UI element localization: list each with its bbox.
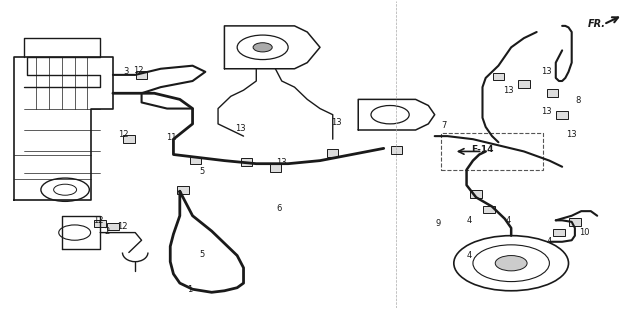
- Text: 13: 13: [331, 118, 341, 127]
- Bar: [391, 146, 402, 154]
- Bar: [483, 206, 495, 214]
- Bar: [190, 157, 202, 164]
- Bar: [177, 186, 189, 193]
- Bar: [547, 89, 558, 97]
- Bar: [107, 222, 118, 230]
- Bar: [269, 164, 281, 172]
- Text: 13: 13: [541, 67, 552, 76]
- Text: E-14: E-14: [471, 146, 493, 154]
- Bar: [327, 149, 339, 157]
- Text: 13: 13: [541, 107, 552, 116]
- Text: 1: 1: [187, 285, 192, 294]
- Text: 12: 12: [118, 130, 129, 139]
- Bar: [95, 220, 106, 227]
- Text: 13: 13: [235, 124, 246, 133]
- Text: 11: 11: [166, 133, 177, 142]
- Text: 4: 4: [467, 251, 472, 260]
- Circle shape: [253, 43, 272, 52]
- Text: 9: 9: [435, 219, 440, 228]
- Text: 8: 8: [575, 96, 580, 105]
- Text: FR.: FR.: [588, 19, 606, 29]
- Text: 10: 10: [579, 228, 589, 237]
- Text: 6: 6: [276, 204, 281, 213]
- Bar: [556, 111, 568, 119]
- Text: 12: 12: [117, 222, 128, 231]
- Circle shape: [495, 256, 527, 271]
- Text: 13: 13: [502, 86, 513, 95]
- Text: 3: 3: [123, 67, 129, 76]
- Text: 4: 4: [467, 216, 472, 225]
- Text: 5: 5: [200, 167, 205, 176]
- Text: 2: 2: [104, 226, 109, 235]
- Text: 12: 12: [133, 66, 143, 75]
- Text: 5: 5: [200, 250, 205, 259]
- Text: 13: 13: [276, 158, 287, 167]
- Text: 4: 4: [547, 237, 552, 246]
- Bar: [241, 158, 252, 166]
- Text: 13: 13: [566, 130, 577, 139]
- Bar: [470, 190, 482, 198]
- Bar: [123, 135, 134, 143]
- Text: 7: 7: [442, 121, 447, 130]
- Bar: [518, 80, 530, 88]
- Bar: [493, 73, 504, 80]
- Text: 12: 12: [93, 216, 104, 225]
- Bar: [136, 71, 147, 79]
- Bar: [569, 218, 580, 226]
- Bar: [553, 229, 564, 236]
- Text: 4: 4: [506, 216, 511, 225]
